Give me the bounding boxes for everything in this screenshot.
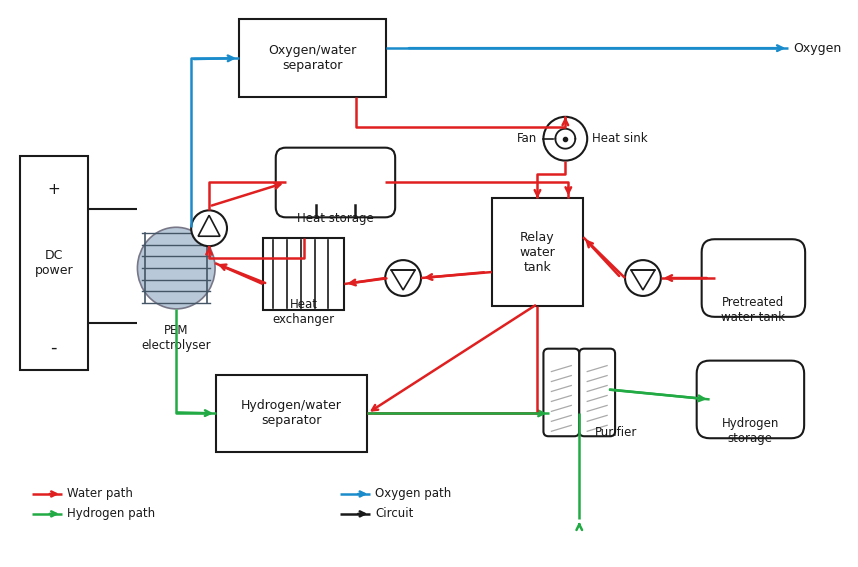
FancyBboxPatch shape <box>263 238 344 310</box>
FancyBboxPatch shape <box>702 239 805 317</box>
Text: Hydrogen path: Hydrogen path <box>67 507 155 521</box>
Text: Relay
water
tank: Relay water tank <box>520 231 555 274</box>
Text: -: - <box>51 339 57 357</box>
Ellipse shape <box>137 227 215 309</box>
FancyBboxPatch shape <box>543 349 579 436</box>
Text: Pretreated
water tank: Pretreated water tank <box>722 296 785 324</box>
Text: Oxygen/water
separator: Oxygen/water separator <box>269 44 357 72</box>
Text: Heat
exchanger: Heat exchanger <box>273 298 335 326</box>
Circle shape <box>191 210 227 246</box>
Polygon shape <box>198 215 220 236</box>
Text: Water path: Water path <box>67 488 133 501</box>
Text: Heat storage: Heat storage <box>297 212 374 225</box>
FancyBboxPatch shape <box>20 155 88 370</box>
Circle shape <box>543 117 587 160</box>
FancyBboxPatch shape <box>579 349 615 436</box>
Text: Fan: Fan <box>517 132 537 145</box>
Text: Circuit: Circuit <box>375 507 414 521</box>
Text: Purifier: Purifier <box>595 426 637 439</box>
Text: +: + <box>47 183 60 197</box>
Text: Hydrogen
storage: Hydrogen storage <box>722 417 779 445</box>
FancyBboxPatch shape <box>697 361 804 438</box>
FancyBboxPatch shape <box>492 198 583 306</box>
Circle shape <box>625 260 661 296</box>
FancyBboxPatch shape <box>216 375 367 452</box>
Polygon shape <box>391 270 415 290</box>
Circle shape <box>385 260 421 296</box>
Text: Hydrogen/water
separator: Hydrogen/water separator <box>241 399 342 428</box>
Text: Oxygen: Oxygen <box>793 41 842 54</box>
Text: DC
power: DC power <box>34 248 73 277</box>
FancyBboxPatch shape <box>239 19 386 97</box>
Text: PEM
electrolyser: PEM electrolyser <box>142 324 211 352</box>
Polygon shape <box>631 270 655 290</box>
Text: Oxygen path: Oxygen path <box>375 488 451 501</box>
Text: Heat sink: Heat sink <box>592 132 648 145</box>
FancyBboxPatch shape <box>275 147 396 217</box>
